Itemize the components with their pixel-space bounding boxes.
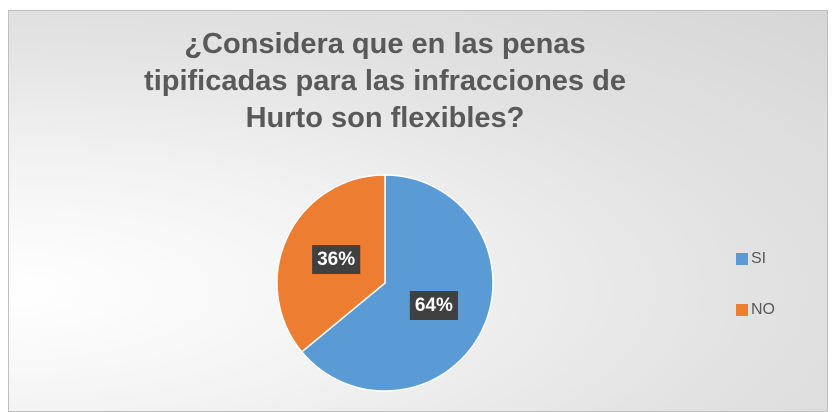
legend-label: NO bbox=[751, 301, 775, 318]
chart-title: ¿Considera que en las penas tipificadas … bbox=[144, 28, 626, 134]
legend-label: SI bbox=[751, 250, 766, 267]
legend-swatch bbox=[736, 304, 748, 316]
legend-swatch bbox=[736, 253, 748, 265]
data-label: 36% bbox=[317, 249, 355, 270]
data-label-box bbox=[312, 245, 361, 275]
data-label: 64% bbox=[415, 295, 453, 316]
pie-slice bbox=[300, 174, 494, 392]
data-label-box bbox=[409, 291, 458, 321]
